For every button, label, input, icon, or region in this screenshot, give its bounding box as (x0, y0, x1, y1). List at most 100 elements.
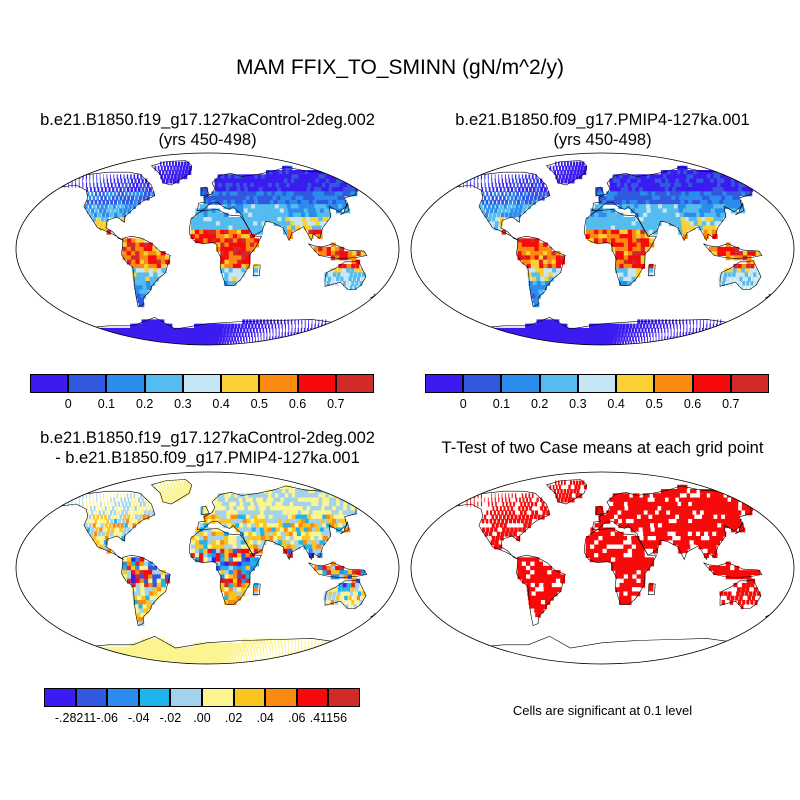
grid-cell (215, 540, 221, 546)
grid-cell (254, 332, 256, 338)
grid-cell (563, 170, 567, 175)
grid-cell (82, 182, 84, 188)
grid-cell (171, 489, 175, 494)
grid-cell (667, 170, 674, 175)
grid-cell (626, 497, 632, 503)
grid-cell (291, 527, 298, 533)
grid-cell (706, 182, 714, 188)
grid-cell (702, 195, 709, 201)
grid-cell (135, 263, 141, 269)
grid-cell (640, 246, 646, 252)
grid-cell (294, 523, 301, 529)
grid-cell (120, 497, 123, 503)
grid-cell (662, 510, 669, 516)
grid-cell (746, 263, 751, 269)
grid-cell (637, 518, 643, 524)
grid-cell (171, 161, 174, 167)
grid-cell (528, 323, 535, 329)
grid-cell (693, 523, 700, 529)
grid-cell (659, 501, 666, 507)
grid-cell (224, 251, 230, 256)
grid-cell (629, 518, 635, 524)
map-ttest (410, 471, 795, 665)
grid-cell (317, 323, 320, 329)
grid-cell (284, 212, 291, 218)
grid-cell (681, 182, 688, 188)
grid-cell (671, 178, 679, 184)
grid-cell (332, 591, 337, 597)
grid-cell (246, 501, 253, 507)
grid-cell (165, 327, 171, 333)
grid-cell (97, 336, 108, 342)
grid-cell (94, 655, 105, 661)
grid-cell (703, 510, 711, 516)
grid-cell (518, 493, 520, 499)
grid-cell (684, 217, 691, 222)
grid-cell (230, 199, 236, 205)
grid-cell (638, 336, 640, 342)
grid-cell (145, 646, 153, 652)
grid-cell (101, 332, 111, 338)
grid-cell (142, 646, 149, 652)
grid-cell (234, 493, 240, 499)
grid-cell (514, 527, 518, 533)
grid-cell (637, 319, 641, 325)
grid-cell (195, 655, 200, 661)
grid-cell (503, 514, 506, 520)
grid-cells (446, 480, 771, 664)
grid-cell (305, 332, 308, 338)
grid-cell (291, 208, 298, 214)
grid-cell (605, 336, 609, 342)
grid-cell (307, 208, 314, 214)
grid-cell (330, 600, 335, 605)
grid-cell (300, 212, 307, 218)
grid-cell (543, 319, 550, 325)
grid-cell (612, 493, 617, 499)
grid-cell (106, 655, 116, 661)
grid-cell (129, 340, 138, 345)
grid-cell (306, 221, 313, 227)
grid-cell (114, 531, 118, 537)
grid-cell (122, 557, 128, 563)
grid-cell (486, 527, 490, 533)
grid-cell (179, 651, 185, 657)
grid-cell (124, 497, 126, 503)
grid-cell (686, 527, 693, 533)
grid-cell (106, 199, 110, 205)
grid-cell (509, 199, 513, 205)
grid-cell (126, 246, 132, 252)
grid-cell (275, 651, 277, 657)
grid-cell (532, 199, 536, 205)
grid-cell (215, 514, 220, 520)
panel-ttest-title: T-Test of two Case means at each grid po… (441, 439, 764, 457)
grid-cell (254, 518, 260, 524)
grid-cell (581, 480, 585, 486)
grid-cell (654, 208, 660, 214)
grid-cell (289, 199, 296, 205)
grid-cell (566, 340, 572, 345)
grid-cell (491, 217, 496, 222)
grid-cell (253, 263, 259, 269)
grid-cell (76, 651, 87, 657)
grid-cell (714, 208, 721, 214)
grid-cell (211, 510, 216, 516)
grid-cell (663, 174, 670, 180)
grid-cell (278, 340, 281, 345)
grid-cell (598, 199, 604, 205)
grid-cell (252, 212, 258, 218)
grid-cell (585, 234, 591, 239)
grid-cell (516, 199, 520, 205)
grid-cell (243, 327, 246, 333)
grid-cell (251, 187, 257, 192)
grid-cell (265, 340, 267, 345)
grid-cell (528, 199, 532, 205)
grid-cell (497, 510, 500, 516)
grid-cell (630, 178, 636, 184)
grid-cell (358, 587, 363, 593)
grid-cell (221, 659, 224, 664)
grid-cell (254, 340, 256, 345)
grid-cell (96, 195, 100, 201)
grid-cell (692, 327, 694, 333)
grid-cell (145, 187, 149, 192)
grid-cell (547, 251, 553, 256)
